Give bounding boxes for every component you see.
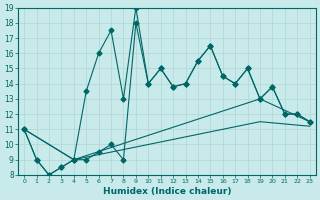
X-axis label: Humidex (Indice chaleur): Humidex (Indice chaleur)	[103, 187, 231, 196]
